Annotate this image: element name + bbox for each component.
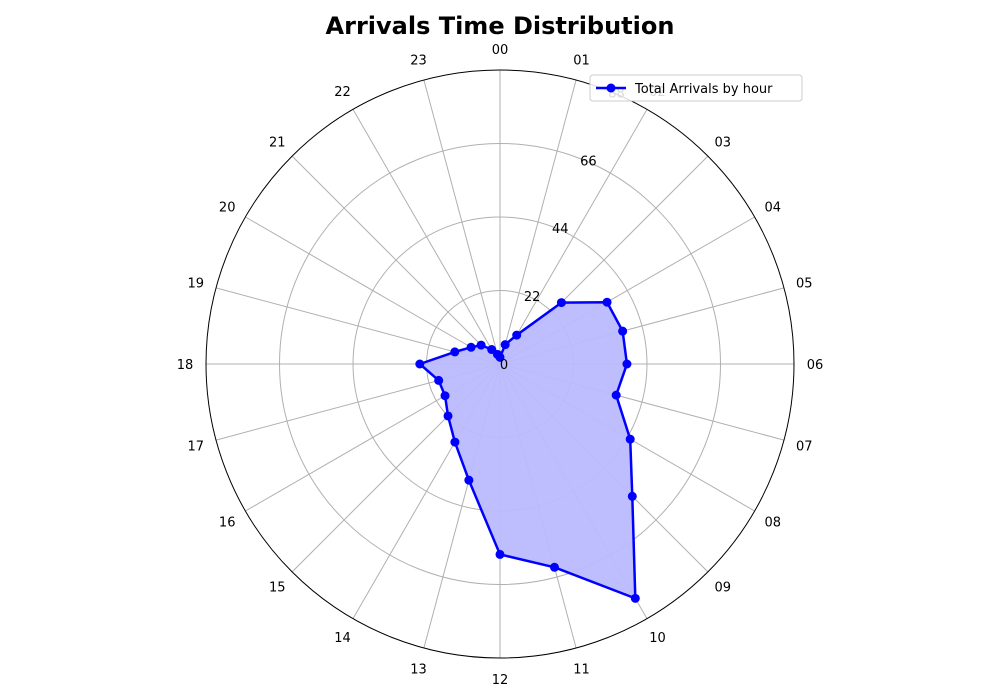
grid-spoke [499,79,577,365]
angular-tick-label: 08 [765,516,782,531]
data-point [512,330,522,340]
angular-tick-label: 18 [177,358,194,373]
angular-tick-label: 15 [269,581,286,596]
radial-tick-label: 0 [500,358,508,373]
data-point [440,391,450,401]
angular-tick-label: 12 [492,673,509,688]
angular-tick-label: 07 [796,440,813,455]
data-point [500,340,510,350]
data-point [415,359,425,369]
radial-tick-label: 44 [552,222,569,237]
series-area [419,302,636,599]
grid-spoke [291,155,501,365]
data-point [625,434,635,444]
legend: Total Arrivals by hour [589,74,803,102]
data-point [466,342,476,352]
chart-title: Arrivals Time Distribution [326,12,675,40]
data-point [495,549,505,559]
data-point [450,437,460,447]
series-layer [415,297,640,603]
angular-tick-label: 09 [714,581,731,596]
data-point [602,297,612,307]
polar-frame [205,69,795,659]
angular-tick-label: 14 [334,631,351,646]
data-point [464,475,474,485]
angular-tick-label: 10 [649,631,666,646]
data-point [630,593,640,603]
angular-tick-label: 13 [410,662,427,677]
data-point [627,491,637,501]
legend-frame [589,74,803,102]
grid-spoke [499,109,648,365]
angular-tick-label: 17 [187,440,204,455]
legend-marker-sample [606,83,616,93]
data-point [450,347,460,357]
grid-spoke [423,79,501,365]
angular-tick-label: 23 [410,54,427,69]
data-point [549,562,559,572]
angular-tick-label: 03 [714,135,731,150]
data-point [434,375,444,385]
data-point [618,326,628,336]
angular-tick-label: 22 [334,85,351,100]
radial-tick-label: 22 [524,290,541,305]
angular-tick-label: 04 [765,201,782,216]
grid-spoke [245,216,501,365]
angular-tick-label: 21 [269,135,286,150]
data-point [622,359,632,369]
angular-tick-label: 05 [796,276,813,291]
data-point [476,340,486,350]
grid-spoke [352,109,501,365]
angular-tick-label: 06 [807,358,824,373]
radial-tick-label: 66 [580,154,597,169]
data-point [556,298,566,308]
angular-tick-label: 20 [219,201,236,216]
legend-label: Total Arrivals by hour [634,82,773,97]
data-point [611,390,621,400]
angular-tick-label: 01 [573,54,590,69]
data-point [492,349,502,359]
angular-tick-label: 00 [492,43,509,58]
angular-tick-label: 19 [187,276,204,291]
angular-tick-label: 16 [219,516,236,531]
data-point [443,411,453,421]
angular-tick-label: 11 [573,662,590,677]
